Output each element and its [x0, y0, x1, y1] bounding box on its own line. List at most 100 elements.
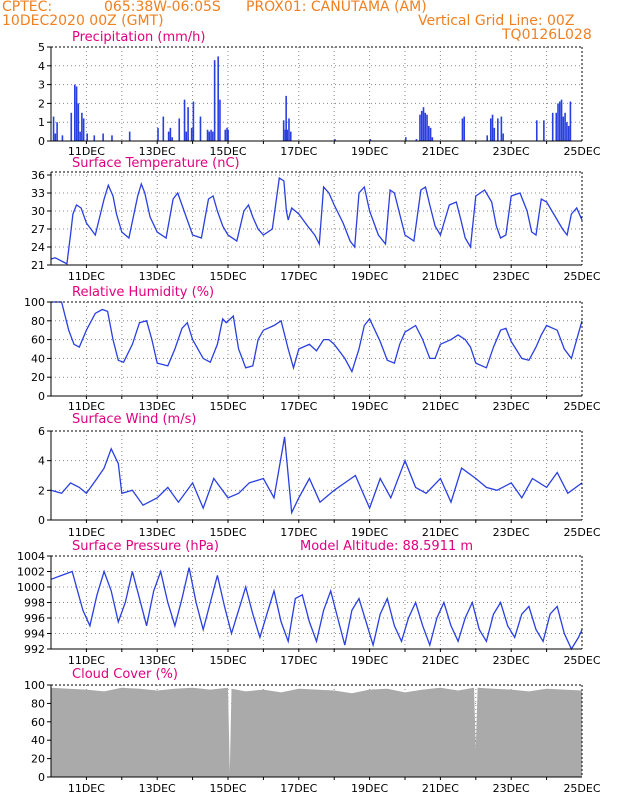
panel-1-bar	[185, 131, 188, 141]
panel-1-bar	[70, 112, 73, 141]
panel-1-bar	[431, 137, 434, 141]
panel-1-bar	[564, 112, 566, 141]
panel-2-ytick-label: 27	[31, 223, 45, 236]
panel-4-xtick-label: 23DEC	[493, 526, 530, 539]
panel-5-xtick-label: 25DEC	[563, 654, 600, 667]
header-date: 10DEC2020 00Z (GMT)	[2, 13, 164, 29]
panel-6-xtick-label: 19DEC	[351, 782, 388, 795]
panel-1-bar	[102, 133, 104, 141]
panel-1-bar	[426, 114, 428, 141]
panel-5-ytick-label: 996	[24, 612, 45, 625]
panel-1-bar	[567, 125, 570, 141]
panel-4-xtick-label: 25DEC	[563, 526, 600, 539]
panel-5-ytick-label: 1002	[17, 566, 45, 579]
panel-1-bar	[81, 112, 83, 141]
panel-1-bar	[169, 127, 172, 141]
panel-1-bar	[502, 133, 504, 141]
panel-2-title: Surface Temperature (nC)	[72, 156, 240, 171]
panel-1-bar	[497, 118, 499, 141]
panel-1-bar	[162, 116, 165, 141]
panel-1-ytick-label: 2	[38, 97, 45, 110]
panel-1-bar	[429, 127, 432, 141]
panel-1-bar	[560, 99, 563, 141]
panel-2-xtick-label: 21DEC	[422, 270, 459, 283]
panel-1-bar	[557, 103, 559, 141]
panel-6-ytick-label: 20	[31, 753, 45, 766]
panel-1-bar	[86, 133, 88, 141]
panel-1-bar	[566, 122, 568, 141]
panel-4-xtick-label: 13DEC	[139, 526, 176, 539]
panel-1-bar	[405, 137, 407, 141]
panel-1-bar	[208, 131, 211, 141]
panel-1-bar	[199, 116, 202, 141]
panel-5-ytick-label: 998	[24, 597, 45, 610]
panel-5-annotation: Model Altitude: 88.5911 m	[300, 539, 473, 554]
panel-1-bar	[282, 120, 285, 141]
header-coords: 065:38W-06:05S	[104, 0, 221, 15]
panel-1-bar	[212, 131, 214, 141]
panel-3-xtick-label: 11DEC	[68, 400, 105, 413]
panel-5-xtick-label: 13DEC	[139, 654, 176, 667]
panel-6-title: Cloud Cover (%)	[72, 667, 178, 682]
panel-1-bar	[111, 135, 113, 141]
panel-5-xtick-label: 15DEC	[209, 654, 246, 667]
panel-4-xtick-label: 19DEC	[351, 526, 388, 539]
header-source: CPTEC:	[2, 0, 53, 15]
panel-1-bar	[535, 120, 538, 141]
panel-1-xtick-label: 11DEC	[68, 145, 105, 158]
panel-2-series-line	[50, 176, 583, 265]
panel-2-xtick-label: 23DEC	[493, 270, 530, 283]
panel-1-bar	[334, 139, 336, 141]
panel-6-xtick-label: 11DEC	[68, 782, 105, 795]
panel-5-series-line	[50, 567, 583, 651]
panel-1-bar	[555, 112, 558, 141]
panel-1-bar	[288, 118, 290, 141]
panel-2-ytick-label: 33	[31, 187, 45, 200]
panel-4-ytick-label: 0	[38, 514, 45, 527]
panel-6-xtick-label: 21DEC	[422, 782, 459, 795]
panel-1-xtick-label: 15DEC	[209, 145, 246, 158]
panel-1-xtick-label: 13DEC	[139, 145, 176, 158]
panel-3-ytick-label: 60	[31, 334, 45, 347]
panel-5-xtick-label: 23DEC	[493, 654, 530, 667]
panel-1-bar	[558, 101, 561, 141]
panel-4-ytick-label: 4	[38, 455, 45, 468]
panel-1-bar	[461, 118, 464, 141]
panel-2-xtick-label: 25DEC	[563, 270, 600, 283]
panel-1-title: Precipitation (mm/h)	[72, 30, 205, 45]
panel-1-bar	[183, 99, 186, 141]
panel-3-xtick-label: 17DEC	[280, 400, 317, 413]
panel-1-bar	[56, 122, 58, 141]
panel-3-xtick-label: 23DEC	[493, 400, 530, 413]
panel-5-xtick-label: 11DEC	[68, 654, 105, 667]
panel-5-ytick-label: 1004	[17, 550, 45, 563]
panel-1-bar	[128, 131, 131, 141]
panel-2-ytick-label: 36	[31, 169, 45, 182]
panel-6-xtick-label: 15DEC	[209, 782, 246, 795]
panel-4-xtick-label: 21DEC	[422, 526, 459, 539]
panel-2-xtick-label: 15DEC	[209, 270, 246, 283]
panel-5-ytick-label: 994	[24, 628, 45, 641]
panel-1-bar	[285, 95, 287, 141]
panel-2-xtick-label: 11DEC	[68, 270, 105, 283]
panel-5-xtick-label: 19DEC	[351, 654, 388, 667]
panel-5-title: Surface Pressure (hPa)	[72, 539, 219, 554]
panel-1-bar	[463, 116, 466, 141]
header-location: PROX01: CANUTAMA (AM)	[246, 0, 427, 15]
panel-4-series-line	[50, 436, 583, 515]
panel-1-bar	[93, 135, 96, 141]
panel-1-bar	[420, 110, 423, 141]
panel-1-xtick-label: 21DEC	[422, 145, 459, 158]
panel-5-xtick-label: 21DEC	[422, 654, 459, 667]
panel-1-xtick-label: 17DEC	[280, 145, 317, 158]
panel-6-xtick-label: 23DEC	[493, 782, 530, 795]
panel-1-bar	[187, 107, 189, 141]
panel-2-xtick-label: 13DEC	[139, 270, 176, 283]
panel-1-bar	[224, 129, 227, 141]
panel-1-bar	[178, 118, 181, 141]
panel-6-ytick-label: 0	[38, 771, 45, 784]
panel-3-ytick-label: 40	[31, 352, 45, 365]
panel-1-bar	[289, 131, 292, 141]
panel-4-xtick-label: 17DEC	[280, 526, 317, 539]
